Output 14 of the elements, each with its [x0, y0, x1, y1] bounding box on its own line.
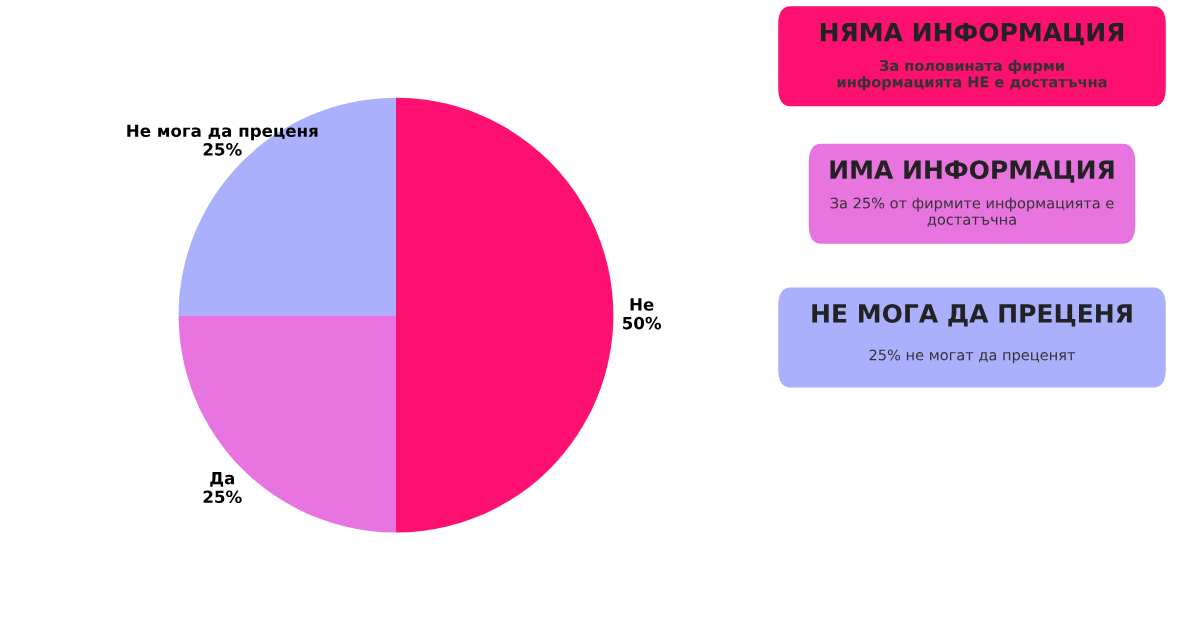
data-label: 50%	[622, 316, 662, 330]
text: За половината фирми информацията НЕ е достатъчна	[837, 59, 1107, 91]
slice-label: Не мога да преценя	[127, 124, 318, 141]
text: 25% не могат да преценят	[869, 349, 1076, 364]
data-label: 25%	[203, 490, 242, 504]
slice-label: Не	[630, 298, 654, 311]
pie-slice	[178, 315, 396, 533]
text: НЕ МОГА ДА ПРЕЦЕНЯ	[812, 303, 1132, 327]
text: ИМА ИНФОРМАЦИЯ	[830, 160, 1114, 183]
slice-label: Да	[210, 472, 235, 487]
data-label: 25%	[203, 143, 242, 156]
text: За 25% от фирмите информацията е достатъчна	[830, 197, 1114, 227]
pie-slice	[396, 97, 614, 533]
text: НЯМА ИНФОРМАЦИЯ	[820, 22, 1124, 46]
